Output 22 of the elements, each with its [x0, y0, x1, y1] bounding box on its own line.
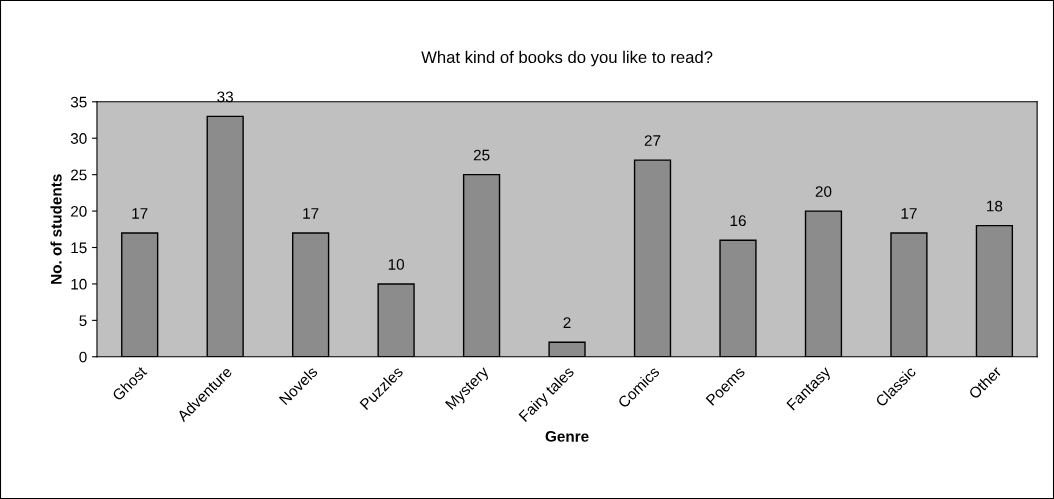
y-tick-label: 10 — [71, 278, 87, 290]
y-tick-label: 0 — [79, 351, 87, 363]
data-label: 17 — [303, 208, 319, 219]
data-label: 16 — [730, 215, 746, 227]
y-tick-label: 15 — [71, 242, 87, 254]
data-label: 20 — [815, 186, 832, 197]
y-axis-title: No. of students — [50, 174, 62, 284]
data-label: 18 — [987, 200, 1003, 212]
x-axis-title: Genre — [545, 430, 589, 442]
y-tick-label: 35 — [70, 96, 87, 108]
y-tick-label: 5 — [79, 315, 87, 327]
y-tick-label: 20 — [71, 205, 87, 217]
data-label: 27 — [644, 135, 661, 146]
chart-title: What kind of books do you like to read? — [421, 50, 713, 67]
data-label: 17 — [132, 208, 148, 219]
y-tick-label: 25 — [71, 169, 87, 181]
data-label: 10 — [388, 258, 405, 270]
data-label: 2 — [563, 317, 571, 328]
data-label: 33 — [217, 91, 233, 103]
data-label: 17 — [901, 208, 917, 219]
y-tick-label: 30 — [70, 133, 87, 144]
data-label: 25 — [473, 149, 490, 161]
